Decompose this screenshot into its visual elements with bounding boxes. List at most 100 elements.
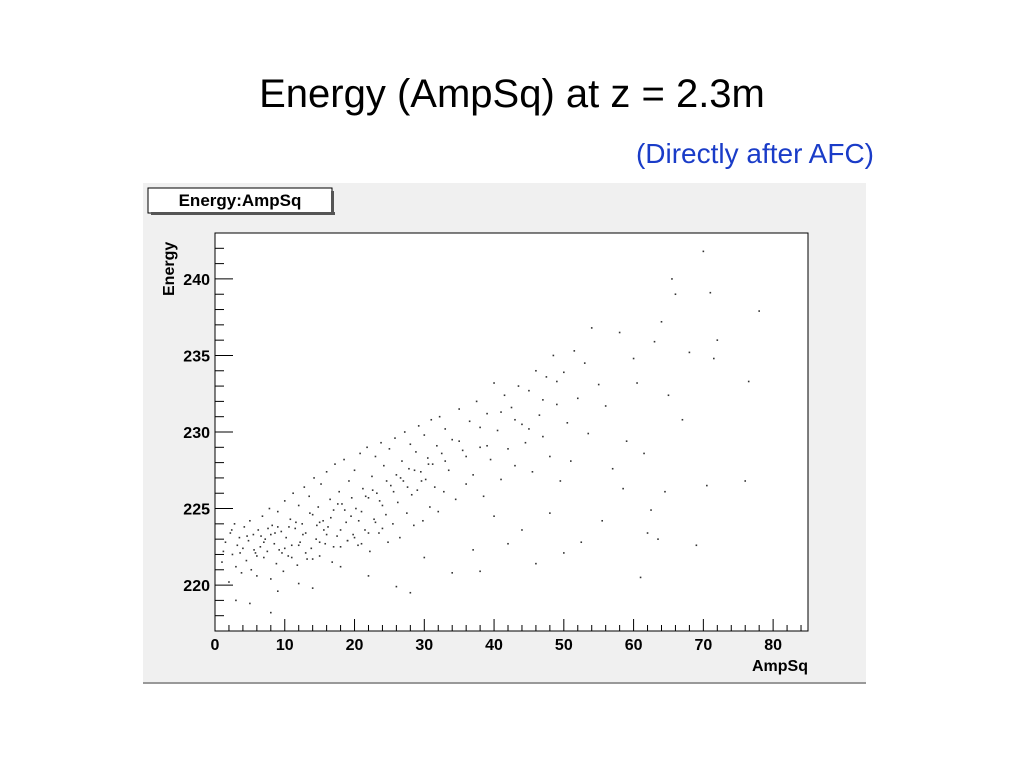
data-point — [278, 549, 280, 551]
data-point — [357, 544, 359, 547]
data-point — [240, 572, 243, 574]
data-point — [716, 339, 719, 341]
data-point — [521, 529, 523, 531]
data-point — [252, 533, 255, 536]
data-point — [657, 538, 659, 540]
data-point — [276, 590, 279, 592]
data-point — [535, 562, 537, 565]
data-point — [339, 529, 342, 531]
data-point — [247, 539, 250, 542]
data-point — [316, 524, 318, 527]
data-point — [374, 521, 377, 524]
chart-title-box: Energy:AmpSq — [147, 187, 335, 215]
data-point — [702, 250, 705, 253]
data-point — [299, 541, 301, 544]
data-point — [475, 400, 478, 403]
data-point — [271, 524, 274, 527]
y-tick-label: 235 — [183, 348, 210, 365]
data-point — [353, 536, 356, 539]
data-point — [458, 408, 460, 410]
data-point — [256, 575, 258, 577]
data-point — [235, 599, 237, 602]
data-point — [385, 513, 387, 516]
data-point — [285, 536, 287, 539]
data-point — [323, 529, 325, 531]
data-point — [747, 380, 750, 383]
data-point — [297, 544, 300, 547]
data-point — [437, 510, 440, 513]
data-point — [422, 519, 424, 522]
data-point — [324, 542, 327, 545]
data-point — [287, 555, 290, 557]
data-point — [415, 451, 417, 453]
data-point — [338, 490, 340, 493]
data-point — [380, 441, 382, 444]
data-point — [235, 565, 237, 568]
data-point — [587, 432, 590, 435]
data-point — [500, 478, 502, 481]
data-point — [294, 527, 297, 530]
data-point — [706, 484, 708, 487]
data-point — [267, 527, 269, 530]
data-point — [528, 389, 530, 392]
data-point — [318, 521, 321, 524]
data-point — [322, 519, 324, 522]
data-point — [395, 585, 398, 588]
data-point — [556, 403, 558, 406]
data-point — [542, 399, 544, 401]
data-point — [479, 446, 481, 449]
data-point — [353, 469, 356, 472]
data-point — [482, 495, 485, 498]
data-point — [283, 547, 286, 550]
data-point — [486, 444, 488, 447]
data-point — [233, 523, 236, 525]
data-point — [611, 467, 614, 470]
data-point — [304, 552, 307, 554]
data-point — [521, 423, 523, 426]
data-point — [346, 539, 349, 542]
data-point — [264, 538, 267, 540]
data-point — [479, 570, 481, 573]
data-point — [336, 535, 338, 537]
data-point — [304, 532, 307, 534]
data-point — [290, 544, 293, 547]
slide-subtitle: (Directly after AFC) — [635, 138, 874, 169]
data-point — [331, 561, 334, 563]
data-point — [744, 480, 747, 482]
data-point — [350, 515, 352, 517]
data-point — [417, 425, 420, 427]
data-point — [395, 474, 398, 476]
data-point — [423, 556, 426, 559]
data-point — [559, 480, 562, 482]
data-point — [270, 578, 272, 580]
data-point — [369, 550, 371, 553]
data-point — [408, 467, 410, 470]
data-point — [440, 452, 443, 455]
data-point — [371, 475, 373, 478]
data-point — [580, 541, 583, 544]
data-point — [695, 544, 698, 547]
data-point — [545, 376, 548, 378]
data-point — [245, 559, 248, 562]
data-point — [381, 527, 384, 530]
data-point — [364, 495, 367, 498]
data-point — [224, 541, 227, 544]
y-axis-label: Energy — [161, 242, 178, 296]
data-point — [438, 415, 441, 418]
data-point — [296, 564, 299, 566]
data-point — [549, 455, 551, 458]
data-point — [671, 278, 673, 280]
data-point — [311, 558, 314, 560]
data-point — [350, 497, 353, 499]
data-point — [468, 420, 471, 423]
data-point — [256, 555, 258, 557]
data-point — [357, 519, 360, 522]
data-point — [650, 509, 652, 511]
data-point — [366, 446, 368, 449]
data-point — [263, 541, 265, 544]
data-point — [444, 460, 447, 462]
data-point — [510, 406, 513, 409]
chart-canvas: Energy:AmpSq 0 10 20 30 40 50 60 70 80 220 225 230 2… — [143, 183, 866, 684]
data-point — [229, 532, 232, 534]
data-point — [542, 435, 544, 438]
